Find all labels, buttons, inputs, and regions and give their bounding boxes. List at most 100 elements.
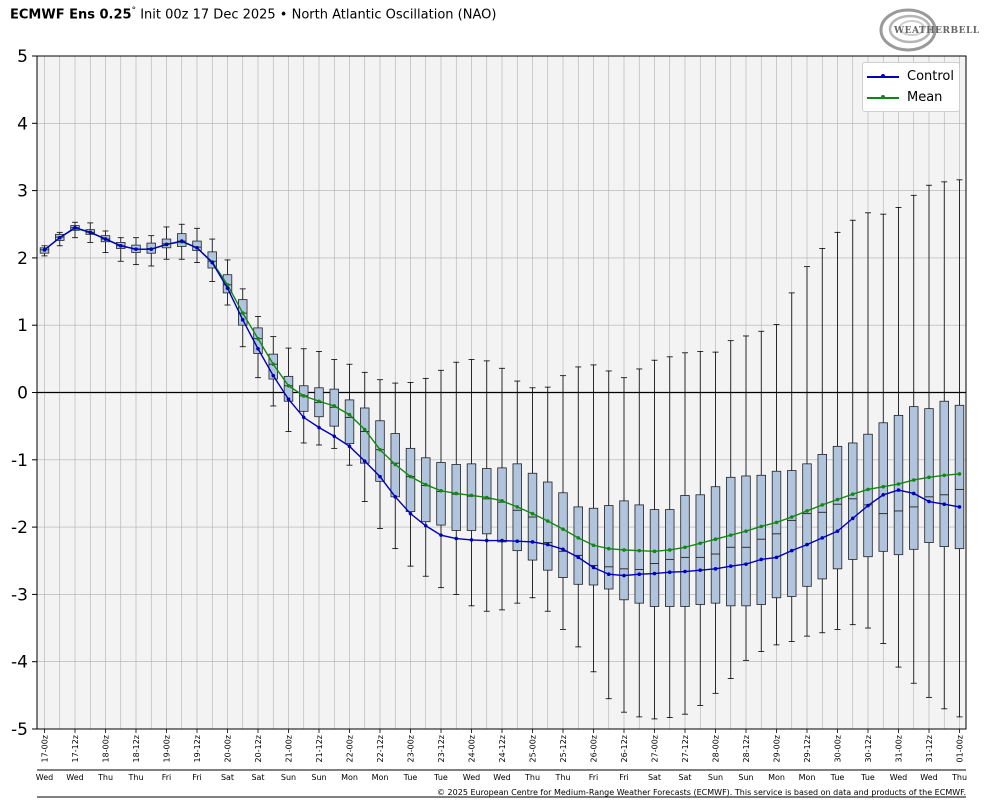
control-point [286,397,291,402]
control-point [820,536,825,540]
x-day-label: Sun [311,773,326,782]
box-whisker [253,316,263,379]
x-day-label: Sat [221,773,234,782]
mean-point [942,473,947,478]
box-iqr [558,492,568,578]
control-point [561,547,565,552]
box-iqr [710,486,721,604]
control-point [454,536,459,541]
control-point [301,415,306,420]
x-day-label: Fri [192,773,202,782]
chart-title: ECMWF Ens 0.25° Init 00z 17 Dec 2025 • N… [10,6,496,22]
legend-item-mean: Mean [867,88,942,106]
x-tick-label: 28-00z [712,735,721,762]
x-day-label: Wed [36,773,53,782]
legend-mean-swatch [867,90,899,104]
x-day-label: Wed [493,773,510,782]
mean-point [667,548,672,552]
y-tick-label: 2 [17,249,28,269]
box-whisker [771,324,782,646]
control-point [73,225,77,230]
box-iqr [741,475,751,607]
control-point [728,564,733,568]
control-point [896,488,901,492]
mean-point [866,487,870,492]
control-point [195,246,199,250]
mean-point [698,541,703,546]
control-point [423,523,428,528]
x-tick-label: 23-00z [407,735,416,762]
mean-point [256,336,260,341]
box-whisker [527,387,538,599]
box-iqr [787,470,797,597]
control-point [850,516,855,521]
mean-point [881,484,886,489]
x-tick-label: 18-00z [102,735,111,762]
control-point [164,242,169,247]
box-whisker [482,360,492,612]
control-point [332,434,337,439]
x-tick-label: 19-12z [193,735,202,762]
mean-point [957,472,962,476]
box-whisker [695,351,705,706]
mean-point [500,499,504,503]
x-tick-label: 17-12z [71,735,80,762]
box-iqr [756,474,766,605]
control-point [469,538,474,542]
box-iqr [848,442,858,560]
mean-point [301,394,306,398]
mean-point [759,524,764,529]
x-day-label: Wed [66,773,83,782]
box-whisker [726,340,736,679]
control-point [942,502,947,507]
control-point [88,230,93,235]
x-day-label: Thu [554,773,570,782]
x-day-label: Sun [738,773,753,782]
box-iqr [695,494,705,605]
control-point [789,548,794,553]
mean-point [332,404,337,408]
y-tick-label: -3 [11,585,28,605]
control-point [484,538,489,543]
control-point [347,444,352,449]
mean-point [469,493,474,498]
legend-control-swatch [867,69,899,83]
control-point [225,286,230,290]
mean-point [728,533,733,537]
box-iqr [863,433,873,558]
weatherbell-logo [879,8,937,52]
control-point [271,373,276,378]
control-point [805,542,809,547]
mean-point [530,511,535,516]
mean-point [713,537,718,542]
x-day-label: Tue [403,773,418,782]
control-point [210,260,215,265]
x-day-label: Thu [524,773,540,782]
x-day-label: Fri [619,773,629,782]
x-day-label: Fri [589,773,599,782]
control-point [637,572,642,577]
box-whisker [451,361,461,595]
x-tick-label: 21-12z [315,735,324,762]
x-tick-label: 01-00z [956,735,965,762]
control-point [622,573,626,578]
x-day-label: Tue [433,773,448,782]
mean-point [820,503,825,507]
box-iqr [421,457,431,523]
mean-point [896,482,901,486]
x-day-label: Mon [372,773,389,782]
logo-text: WEATHERBELL [894,26,980,36]
x-day-label: Thu [127,773,143,782]
control-point [439,533,443,537]
mean-point [576,536,581,540]
box-whisker [848,219,858,626]
box-iqr [817,454,827,580]
box-whisker [360,371,370,502]
control-point [835,529,840,533]
mean-point [378,447,382,452]
x-tick-label: 27-00z [651,735,660,762]
x-day-label: Thu [97,773,113,782]
x-tick-label: 26-00z [590,735,599,762]
box-iqr [299,385,309,412]
degree-mark: ° [131,6,137,16]
